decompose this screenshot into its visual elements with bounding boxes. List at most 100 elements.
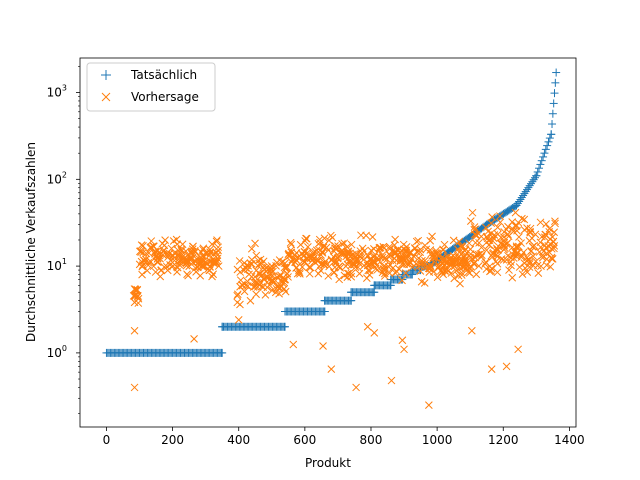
data-point-prediction: [256, 255, 265, 264]
data-point-prediction: [477, 243, 486, 252]
data-point-prediction: [233, 298, 242, 307]
data-point-actual: [530, 173, 539, 182]
data-point-prediction: [401, 269, 410, 277]
data-point-prediction: [292, 264, 300, 272]
data-point-prediction: [430, 267, 438, 276]
data-point-actual: [532, 171, 541, 180]
data-point-prediction: [465, 239, 474, 248]
data-point-prediction: [515, 233, 523, 241]
data-point-prediction: [284, 273, 292, 281]
data-point-prediction: [398, 276, 406, 285]
data-point-prediction: [165, 249, 174, 258]
data-point-prediction: [511, 222, 520, 231]
data-point-prediction: [343, 243, 351, 251]
data-point-prediction: [158, 239, 167, 248]
data-point-prediction: [416, 267, 425, 275]
data-point-actual: [533, 167, 542, 176]
data-point-prediction: [481, 223, 490, 232]
data-point-prediction: [315, 235, 324, 244]
data-point-actual: [548, 109, 557, 118]
data-point-prediction: [504, 230, 512, 239]
data-point-prediction: [338, 239, 346, 248]
data-point-prediction: [188, 242, 197, 251]
data-point-prediction: [247, 272, 256, 281]
data-point-prediction: [172, 235, 181, 244]
data-point-prediction: [390, 241, 399, 249]
data-point-prediction: [475, 238, 483, 247]
y-axis-ticks: 100 101 102 103: [47, 66, 80, 414]
data-point-prediction: [325, 236, 333, 245]
data-point-prediction: [421, 241, 429, 250]
data-point-prediction: [256, 270, 264, 278]
data-point-prediction: [395, 264, 403, 273]
data-point-prediction: [355, 269, 364, 278]
series-tatsachlich: [102, 68, 561, 357]
data-point-prediction: [509, 254, 518, 262]
data-point-prediction: [514, 345, 522, 354]
data-point-actual: [552, 68, 561, 77]
data-point-prediction: [460, 262, 469, 271]
data-point-prediction: [500, 233, 508, 241]
data-point-prediction: [240, 287, 249, 296]
data-point-prediction: [431, 254, 440, 262]
data-point-prediction: [330, 247, 339, 256]
data-point-prediction: [423, 262, 431, 271]
data-point-prediction: [169, 262, 177, 270]
data-point-prediction: [347, 261, 355, 270]
data-point-prediction: [536, 218, 545, 227]
data-point-prediction: [386, 260, 394, 269]
data-point-prediction: [175, 256, 184, 265]
data-point-prediction: [234, 316, 243, 324]
data-point-prediction: [167, 244, 176, 253]
data-point-prediction: [397, 246, 406, 255]
data-point-prediction: [242, 261, 251, 270]
data-point-prediction: [138, 270, 146, 279]
data-point-prediction: [208, 272, 216, 281]
data-point-prediction: [296, 240, 305, 249]
data-point-prediction: [294, 253, 303, 262]
data-point-prediction: [233, 265, 242, 274]
data-point-prediction: [243, 282, 252, 290]
data-point-prediction: [428, 251, 437, 260]
data-point-prediction: [542, 249, 551, 258]
data-point-prediction: [130, 326, 139, 335]
data-point-prediction: [447, 258, 456, 267]
data-point-prediction: [507, 261, 515, 270]
data-point-prediction: [502, 225, 511, 234]
y-tick-label: 101: [47, 257, 67, 273]
data-point-prediction: [363, 322, 372, 331]
x-axis-label: Produkt: [305, 456, 351, 470]
data-point-prediction: [523, 268, 532, 276]
data-point-prediction: [477, 232, 486, 241]
data-point-prediction: [344, 249, 352, 257]
data-point-prediction: [356, 253, 365, 261]
data-point-actual: [535, 164, 544, 173]
legend-frame: [86, 62, 216, 112]
x-axis-ticks: 0 200 400 600 800 1000 1200 1400: [103, 427, 585, 447]
data-point-prediction: [273, 273, 281, 281]
data-point-prediction: [496, 218, 505, 227]
data-point-prediction: [370, 245, 378, 253]
x-tick-label: 1400: [554, 433, 585, 447]
data-point-prediction: [388, 256, 397, 265]
data-point-prediction: [166, 256, 175, 265]
data-point-prediction: [467, 263, 476, 271]
data-point-prediction: [269, 267, 277, 276]
data-point-prediction: [433, 249, 442, 258]
x-tick-label: 1000: [422, 433, 453, 447]
data-point-prediction: [321, 257, 330, 266]
legend: Tatsächlich Vorhersage: [86, 62, 216, 112]
data-point-prediction: [468, 208, 477, 217]
data-point-prediction: [414, 236, 423, 245]
data-point-prediction: [433, 273, 442, 282]
data-point-prediction: [255, 280, 264, 289]
data-point-prediction: [335, 262, 343, 271]
data-point-prediction: [140, 257, 149, 265]
data-point-prediction: [169, 252, 178, 260]
data-point-prediction: [324, 272, 333, 280]
data-point-prediction: [495, 212, 504, 220]
data-point-prediction: [378, 251, 387, 260]
data-point-prediction: [481, 260, 489, 268]
data-point-prediction: [482, 246, 491, 255]
data-point-prediction: [380, 272, 389, 280]
